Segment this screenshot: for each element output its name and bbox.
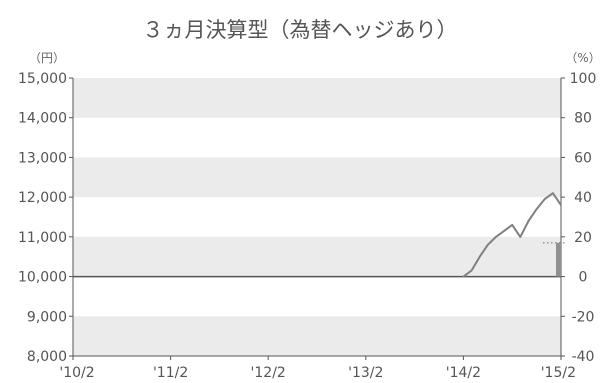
left-y-axis-ticks: 15,000 14,000 13,000 12,000 11,000 10,000 9,00… — [18, 71, 73, 365]
right-tick-label: 80 — [574, 111, 592, 127]
axes — [72, 78, 562, 357]
left-tick-label: 11,000 — [18, 230, 67, 246]
left-tick-label: 13,000 — [18, 150, 67, 166]
right-tick-label: -40 — [572, 349, 595, 365]
data-point — [543, 198, 546, 200]
left-tick-label: 14,000 — [18, 111, 67, 127]
left-axis-unit: （円） — [29, 51, 65, 65]
x-tick-label: '12/2 — [251, 365, 286, 381]
right-y-axis-ticks: 100 80 60 40 20 0 -20 -40 — [561, 71, 596, 365]
data-point — [560, 204, 562, 206]
grid-band — [73, 236, 561, 277]
data-point — [503, 230, 505, 232]
left-tick-label: 15,000 — [18, 71, 67, 87]
right-tick-label: 40 — [574, 190, 592, 206]
x-tick-label: '15/2 — [541, 365, 576, 381]
right-tick-label: 60 — [574, 150, 592, 166]
data-point — [462, 275, 465, 278]
right-tick-label: 20 — [574, 230, 592, 246]
left-tick-label: 12,000 — [18, 190, 67, 206]
plot-area — [462, 192, 567, 278]
right-tick-label: -20 — [572, 309, 595, 325]
data-point — [487, 244, 489, 246]
right-tick-label: 100 — [570, 71, 597, 87]
right-axis-unit: （%） — [565, 51, 600, 65]
data-point — [519, 236, 522, 238]
right-tick-label: 0 — [579, 270, 588, 286]
data-point — [552, 192, 554, 194]
data-point — [470, 269, 473, 272]
grid-band — [73, 316, 561, 356]
grid-band — [73, 157, 561, 198]
left-tick-label: 10,000 — [18, 270, 67, 286]
data-point — [535, 208, 538, 210]
grid-band — [73, 78, 561, 118]
chart-title: ３ヵ月決算型（為替ヘッジあり） — [143, 18, 458, 42]
x-axis-ticks: '10/2 '11/2 '12/2 '13/2 '14/2 '15/2 — [59, 356, 576, 381]
x-tick-label: '13/2 — [348, 365, 383, 381]
x-tick-label: '10/2 — [59, 365, 94, 381]
x-tick-label: '14/2 — [446, 365, 481, 381]
x-tick-label: '11/2 — [153, 365, 188, 381]
data-point — [495, 236, 497, 238]
left-tick-label: 9,000 — [27, 309, 67, 325]
data-point — [478, 255, 481, 258]
data-point — [511, 224, 513, 226]
grid-bands — [73, 78, 561, 356]
data-point — [527, 220, 530, 222]
bar-mark — [556, 242, 561, 277]
left-tick-label: 8,000 — [27, 349, 67, 365]
